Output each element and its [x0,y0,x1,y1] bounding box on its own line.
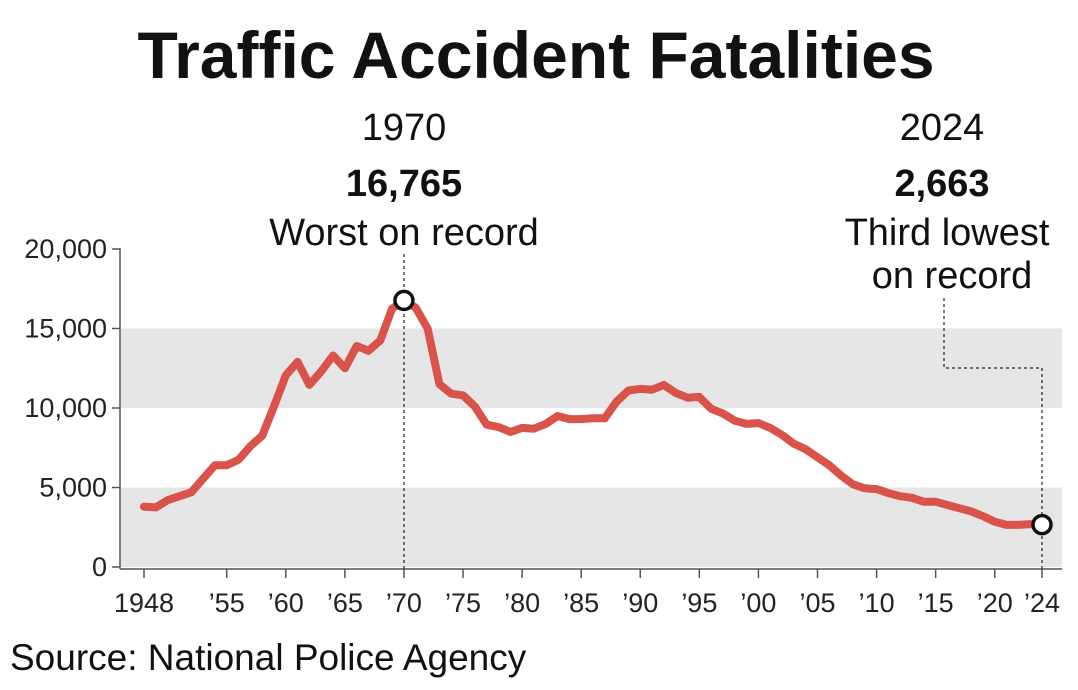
series-fatalities [140,296,1046,529]
annotation-1970-value: 16,765 [346,163,462,205]
marker-2024 [1031,513,1053,536]
background-bands [121,328,1062,567]
annotation-1970-text: Worst on record [269,212,539,254]
x-tick-label-1: ’55 [209,588,245,618]
x-tick-label-2: ’60 [268,588,304,618]
marker-1970 [393,289,415,312]
x-tick-label-5: ’75 [445,588,481,618]
annotation-2024-text-line1: Third lowest [845,212,1050,254]
series-line-0 [140,296,1046,529]
x-tick-label-4: ’70 [386,588,422,618]
x-ticks: 1948 ’55 ’60 ’65 ’70 ’75 ’80 ’85 ’90 ’95 ’00 ’05 ’10… [114,569,1060,618]
x-tick-label-9: ’95 [681,588,717,618]
x-tick-label-6: ’80 [504,588,540,618]
annotation-2024: 2024 2,663 Third lowest on record [845,107,1050,569]
x-tick-label-15: ’24 [1024,588,1060,618]
annotation-2024-text-line2: on record [872,255,1033,297]
chart-title: Traffic Accident Fatalities [137,18,934,92]
source-note: Source: National Police Agency [10,637,527,678]
x-tick-label-8: ’90 [622,588,658,618]
x-tick-label-11: ’05 [799,588,835,618]
x-tick-label-14: ’20 [977,588,1013,618]
x-tick-label-0: 1948 [114,588,174,618]
y-tick-label-1: 15,000 [24,314,107,344]
y-tick-label-4: 0 [92,552,107,582]
x-tick-label-12: ’10 [859,588,895,618]
annotation-1970-year: 1970 [362,107,447,149]
y-ticks: 20,000 15,000 10,000 5,000 0 [24,234,120,582]
annotation-markers [393,289,1053,536]
x-tick-label-7: ’85 [563,588,599,618]
annotation-2024-value: 2,663 [894,163,989,205]
annotation-1970: 1970 16,765 Worst on record [269,107,539,569]
y-tick-label-3: 5,000 [39,473,107,503]
y-tick-label-2: 10,000 [24,393,107,423]
band-1 [121,328,1062,408]
annotation-2024-year: 2024 [900,107,985,149]
x-tick-label-10: ’00 [740,588,776,618]
y-tick-label-0: 20,000 [24,234,107,264]
x-tick-label-13: ’15 [918,588,954,618]
x-tick-label-3: ’65 [327,588,363,618]
